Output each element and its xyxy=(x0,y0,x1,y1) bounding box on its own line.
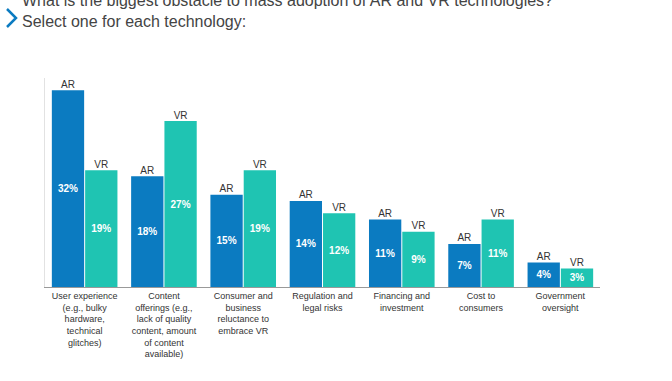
svg-text:VR: VR xyxy=(332,202,346,213)
svg-text:14%: 14% xyxy=(296,238,316,249)
svg-text:AR: AR xyxy=(537,251,551,262)
svg-text:What is the biggest obstacle t: What is the biggest obstacle to mass ado… xyxy=(22,0,553,30)
svg-text:3%: 3% xyxy=(570,272,585,283)
svg-text:VR: VR xyxy=(570,257,584,268)
svg-text:User experience(e.g., bulkyhar: User experience(e.g., bulkyhardware,tech… xyxy=(52,291,118,348)
svg-text:AR: AR xyxy=(140,165,154,176)
svg-text:VR: VR xyxy=(94,159,108,170)
svg-text:11%: 11% xyxy=(488,248,508,259)
svg-text:4%: 4% xyxy=(536,269,551,280)
svg-text:AR: AR xyxy=(220,183,234,194)
svg-text:12%: 12% xyxy=(329,245,349,256)
svg-text:Contentofferings (e.g.,lack of: Contentofferings (e.g.,lack of qualityco… xyxy=(132,291,197,360)
svg-text:27%: 27% xyxy=(171,199,191,210)
svg-text:AR: AR xyxy=(299,189,313,200)
svg-text:VR: VR xyxy=(491,208,505,219)
svg-text:9%: 9% xyxy=(411,254,426,265)
svg-text:Cost toconsumers: Cost toconsumers xyxy=(459,291,504,313)
svg-text:VR: VR xyxy=(253,159,267,170)
svg-text:19%: 19% xyxy=(91,223,111,234)
svg-text:Financing andinvestment: Financing andinvestment xyxy=(374,291,431,313)
svg-text:32%: 32% xyxy=(58,183,78,194)
svg-text:VR: VR xyxy=(174,110,188,121)
svg-text:Consumer andbusinessreluctance: Consumer andbusinessreluctance toembrace… xyxy=(214,291,273,336)
svg-text:AR: AR xyxy=(61,79,75,90)
svg-text:VR: VR xyxy=(411,220,425,231)
svg-text:7%: 7% xyxy=(457,260,472,271)
svg-text:18%: 18% xyxy=(137,226,157,237)
svg-text:19%: 19% xyxy=(250,223,270,234)
svg-text:11%: 11% xyxy=(375,248,395,259)
svg-text:15%: 15% xyxy=(216,235,236,246)
svg-text:Regulation andlegal risks: Regulation andlegal risks xyxy=(292,291,353,313)
svg-text:AR: AR xyxy=(378,208,392,219)
svg-text:Governmentoversight: Governmentoversight xyxy=(536,291,586,313)
svg-text:AR: AR xyxy=(457,232,471,243)
